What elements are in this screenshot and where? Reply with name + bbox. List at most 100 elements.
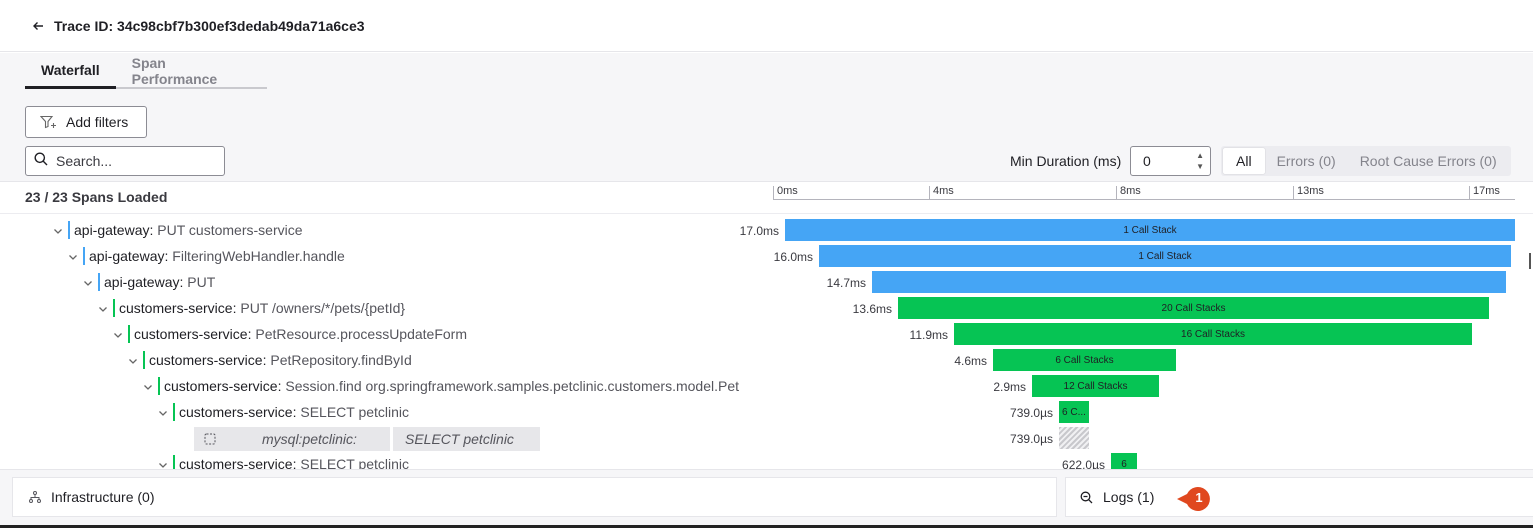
db-call-system-cell: mysql:petclinic: bbox=[194, 427, 390, 451]
span-row[interactable]: customers-service: PUT /owners/*/pets/{p… bbox=[0, 295, 1533, 321]
db-call-row[interactable]: 739.0µs bbox=[0, 425, 1533, 451]
logs-label: Logs (1) bbox=[1103, 489, 1155, 505]
span-bar[interactable]: 6 Call Stacks bbox=[993, 349, 1176, 371]
span-duration: 13.6ms bbox=[852, 302, 892, 316]
span-bar[interactable]: 1 Call Stack bbox=[819, 245, 1511, 267]
service-color-marker bbox=[173, 403, 175, 421]
arrow-left-icon[interactable] bbox=[30, 18, 46, 34]
chevron-down-icon[interactable] bbox=[67, 250, 79, 262]
span-label[interactable]: customers-service: PetResource.processUp… bbox=[134, 326, 467, 342]
span-label[interactable]: api-gateway: PUT bbox=[104, 274, 215, 290]
search-icon bbox=[34, 152, 48, 171]
span-duration: 17.0ms bbox=[739, 224, 779, 238]
infrastructure-panel-button[interactable]: Infrastructure (0) bbox=[12, 477, 1057, 517]
database-call-icon bbox=[204, 433, 216, 445]
chevron-down-icon[interactable] bbox=[52, 224, 64, 236]
infrastructure-label: Infrastructure (0) bbox=[51, 489, 155, 505]
chevron-down-icon[interactable] bbox=[127, 354, 139, 366]
span-service-name: api-gateway: bbox=[74, 222, 154, 238]
span-service-name: customers-service: bbox=[164, 378, 282, 394]
span-operation-name: FilteringWebHandler.handle bbox=[168, 248, 345, 264]
span-label[interactable]: api-gateway: FilteringWebHandler.handle bbox=[89, 248, 345, 264]
bottom-edge bbox=[0, 525, 1533, 528]
chevron-up-icon[interactable]: ▲ bbox=[1196, 151, 1204, 160]
span-label[interactable]: api-gateway: PUT customers-service bbox=[74, 222, 303, 238]
span-operation-name: PUT customers-service bbox=[153, 222, 303, 238]
span-row[interactable]: customers-service: PetRepository.findByI… bbox=[0, 347, 1533, 373]
chevron-down-icon[interactable]: ▼ bbox=[1196, 162, 1204, 171]
span-operation-name: SELECT petclinic bbox=[296, 456, 410, 472]
span-row[interactable]: api-gateway: PUT customers-service 17.0ms… bbox=[0, 217, 1533, 243]
trace-id-title: Trace ID: 34c98cbf7b300ef3dedab49da71a6c… bbox=[54, 17, 365, 34]
filter-plus-icon bbox=[40, 115, 58, 129]
span-bar[interactable]: 16 Call Stacks bbox=[954, 323, 1472, 345]
span-row[interactable]: api-gateway: FilteringWebHandler.handle 1… bbox=[0, 243, 1533, 269]
span-bar[interactable] bbox=[1059, 427, 1089, 449]
chevron-down-icon[interactable] bbox=[112, 328, 124, 340]
span-label[interactable]: customers-service: SELECT petclinic bbox=[179, 404, 409, 420]
span-duration: 11.9ms bbox=[909, 328, 948, 342]
tick-label: 17ms bbox=[1469, 186, 1500, 200]
chevron-down-icon[interactable] bbox=[82, 276, 94, 288]
view-tabs: Waterfall Span Performance bbox=[25, 53, 267, 89]
span-row[interactable]: api-gateway: PUT 14.7ms bbox=[0, 269, 1533, 295]
span-label[interactable]: customers-service: SELECT petclinic bbox=[179, 456, 409, 472]
filter-all[interactable]: All bbox=[1223, 148, 1265, 174]
tick-label: 0ms bbox=[773, 186, 798, 200]
span-bar[interactable]: 1 Call Stack bbox=[785, 219, 1515, 241]
tab-waterfall[interactable]: Waterfall bbox=[25, 53, 116, 89]
span-duration: 4.6ms bbox=[954, 354, 987, 368]
span-bar[interactable] bbox=[872, 271, 1506, 293]
span-duration: 739.0µs bbox=[1010, 432, 1053, 446]
add-filters-label: Add filters bbox=[66, 114, 129, 130]
filter-errors[interactable]: Errors (0) bbox=[1276, 153, 1336, 169]
add-filters-button[interactable]: Add filters bbox=[25, 106, 147, 138]
span-bar[interactable]: 12 Call Stacks bbox=[1032, 375, 1159, 397]
span-service-name: customers-service: bbox=[179, 456, 297, 472]
service-color-marker bbox=[128, 325, 130, 343]
logs-panel-button[interactable]: Logs (1) bbox=[1065, 477, 1533, 517]
span-service-name: api-gateway: bbox=[104, 274, 184, 290]
chevron-down-icon[interactable] bbox=[157, 458, 169, 470]
tick-label: 8ms bbox=[1116, 186, 1141, 200]
chevron-down-icon[interactable] bbox=[142, 380, 154, 392]
span-label[interactable]: customers-service: Session.find org.spri… bbox=[164, 378, 739, 394]
span-row[interactable]: customers-service: Session.find org.spri… bbox=[0, 373, 1533, 399]
hierarchy-icon bbox=[29, 491, 41, 503]
span-row[interactable]: customers-service: SELECT petclinic 739.0… bbox=[0, 399, 1533, 425]
db-statement-label: SELECT petclinic bbox=[405, 431, 514, 447]
min-duration-stepper[interactable]: 0 ▲ ▼ bbox=[1130, 146, 1211, 176]
search-input[interactable] bbox=[56, 153, 216, 169]
span-operation-name: PUT /owners/*/pets/{petId} bbox=[236, 300, 406, 316]
tick-label: 13ms bbox=[1293, 186, 1324, 200]
span-label[interactable]: customers-service: PetRepository.findByI… bbox=[149, 352, 412, 368]
tick-label: 4ms bbox=[929, 186, 954, 200]
span-bar[interactable]: 6 C... bbox=[1059, 401, 1089, 423]
span-service-name: api-gateway: bbox=[89, 248, 169, 264]
span-service-name: customers-service: bbox=[179, 404, 297, 420]
filter-root-cause-errors[interactable]: Root Cause Errors (0) bbox=[1359, 153, 1497, 169]
service-color-marker bbox=[173, 455, 175, 473]
span-bar[interactable]: 20 Call Stacks bbox=[898, 297, 1489, 319]
span-row[interactable]: customers-service: PetResource.processUp… bbox=[0, 321, 1533, 347]
span-duration: 2.9ms bbox=[993, 380, 1026, 394]
chevron-down-icon[interactable] bbox=[157, 406, 169, 418]
span-service-name: customers-service: bbox=[149, 352, 267, 368]
tab-span-performance[interactable]: Span Performance bbox=[131, 55, 218, 87]
span-label[interactable]: customers-service: PUT /owners/*/pets/{p… bbox=[119, 300, 405, 316]
span-duration: 739.0µs bbox=[1010, 406, 1053, 420]
divider bbox=[0, 213, 1533, 214]
span-service-name: customers-service: bbox=[119, 300, 237, 316]
db-statement-cell: SELECT petclinic bbox=[393, 427, 540, 451]
span-duration: 16.0ms bbox=[773, 250, 813, 264]
span-operation-name: PetResource.processUpdateForm bbox=[251, 326, 468, 342]
service-color-marker bbox=[143, 351, 145, 369]
chevron-down-icon[interactable] bbox=[97, 302, 109, 314]
callout-badge-count: 1 bbox=[1195, 490, 1203, 505]
resize-handle[interactable] bbox=[1529, 253, 1531, 269]
span-duration: 622.0µs bbox=[1062, 458, 1105, 472]
min-duration-label: Min Duration (ms) bbox=[1010, 153, 1122, 169]
trace-header: Trace ID: 34c98cbf7b300ef3dedab49da71a6c… bbox=[0, 0, 1533, 52]
spans-loaded-count: 23 / 23 Spans Loaded bbox=[25, 189, 168, 205]
search-box[interactable] bbox=[25, 146, 225, 176]
